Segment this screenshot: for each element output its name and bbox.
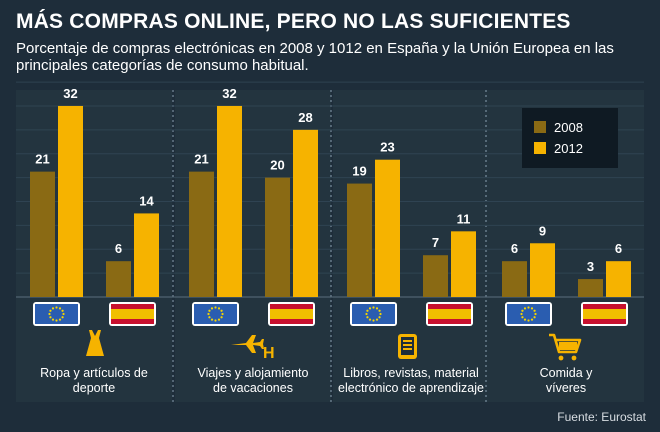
svg-text:H: H	[263, 345, 275, 362]
data-label: 9	[539, 223, 546, 238]
data-label: 28	[298, 110, 312, 125]
bar-2008	[189, 171, 214, 297]
bar-2012	[451, 231, 476, 297]
data-label: 32	[63, 86, 77, 101]
bar-2008	[578, 279, 603, 297]
spain-flag-icon	[268, 302, 315, 326]
data-label: 6	[115, 241, 122, 256]
data-label: 14	[139, 193, 154, 208]
data-label: 21	[35, 152, 49, 167]
category-label: Ropa y artículos de deporte	[16, 366, 172, 396]
bar-2012	[606, 261, 631, 297]
category-label: Libros, revistas, material electrónico de…	[333, 366, 489, 396]
book-reader-icon	[398, 334, 417, 359]
spain-flag-icon	[426, 302, 473, 326]
data-label: 6	[511, 241, 518, 256]
legend-label-2008: 2008	[554, 120, 583, 135]
category-label-line: deporte	[72, 381, 116, 395]
category-label: Viajes y alojamiento de vacaciones	[175, 366, 331, 396]
eu-flag-icon	[192, 302, 239, 326]
bar-2008	[30, 171, 55, 297]
bar-2012	[134, 213, 159, 297]
bar-2008	[423, 255, 448, 297]
eu-flag-icon	[33, 302, 80, 326]
shopping-cart-icon	[549, 333, 582, 361]
bar-2008	[106, 261, 131, 297]
bar-2012	[293, 129, 318, 297]
legend-item-2012: 2012	[534, 142, 583, 156]
category-label: Comida y víveres	[488, 366, 644, 396]
spain-flag-icon	[581, 302, 628, 326]
category-label-line: víveres	[545, 381, 587, 395]
data-label: 7	[432, 235, 439, 250]
category-label-line: Viajes y alojamiento	[197, 366, 309, 380]
bar-2012	[530, 243, 555, 297]
plane-hotel-icon: H	[231, 335, 275, 362]
data-label: 23	[380, 140, 394, 155]
chart-legend: 2008 2012	[522, 108, 618, 168]
legend-label-2012: 2012	[554, 141, 583, 156]
category-label-line: Libros, revistas, material	[343, 366, 479, 380]
data-label: 32	[222, 86, 236, 101]
legend-item-2008: 2008	[534, 121, 583, 135]
chart-title: MÁS COMPRAS ONLINE, PERO NO LAS SUFICIEN…	[16, 10, 571, 33]
data-label: 21	[194, 152, 208, 167]
category-label-line: de vacaciones	[213, 381, 293, 395]
bar-2012	[375, 159, 400, 297]
legend-swatch-2012	[534, 142, 546, 154]
data-label: 19	[352, 164, 366, 179]
eu-flag-icon	[350, 302, 397, 326]
dress-icon	[86, 330, 104, 356]
source-note: Fuente: Eurostat	[557, 410, 646, 424]
bar-2008	[265, 177, 290, 297]
eu-flag-icon	[505, 302, 552, 326]
category-label-line: Ropa y artículos de	[40, 366, 148, 380]
data-label: 20	[270, 158, 284, 173]
bar-2008	[347, 183, 372, 297]
data-label: 3	[587, 259, 594, 274]
data-label: 6	[615, 241, 622, 256]
category-label-line: electrónico de aprendizaje	[338, 381, 484, 395]
chart-subtitle: Porcentaje de compras electrónicas en 20…	[16, 40, 614, 74]
bar-2012	[217, 105, 242, 298]
spain-flag-icon	[109, 302, 156, 326]
bar-2012	[58, 105, 83, 298]
data-label: 11	[457, 211, 471, 226]
category-label-line: Comida y	[539, 366, 593, 380]
legend-swatch-2008	[534, 121, 546, 133]
bar-2008	[502, 261, 527, 297]
